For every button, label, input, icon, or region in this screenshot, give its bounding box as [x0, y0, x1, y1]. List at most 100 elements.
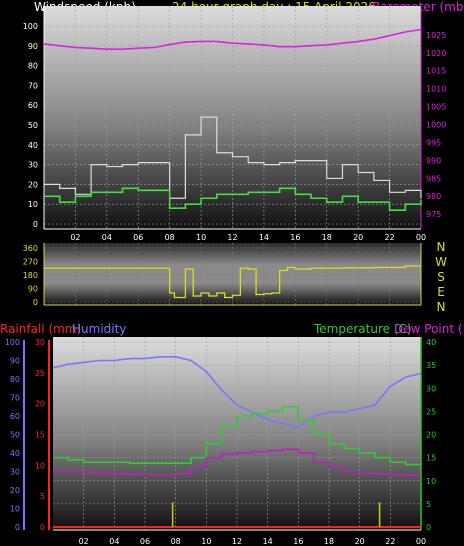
compass-label: N [437, 300, 446, 314]
compass-label: N [437, 240, 446, 254]
wind-y-tick: 100 [23, 22, 38, 31]
rainfall-y-tick: 25 [35, 369, 45, 378]
humidity-title: Humidity [72, 322, 126, 336]
humidity-y-tick: 100 [5, 338, 20, 347]
humidity-y-tick: 80 [10, 375, 20, 384]
rainfall-y-tick: 20 [35, 400, 45, 409]
dewpoint-line [53, 448, 421, 476]
rainfall-y-tick: 10 [35, 461, 45, 470]
humidity-y-tick: 60 [10, 412, 20, 421]
x-tick-label: 08 [165, 233, 175, 242]
x-tick-label: 02 [79, 537, 89, 546]
x-tick-label: 22 [384, 233, 394, 242]
direction-y-tick: 90 [28, 285, 38, 294]
wind-y-tick: 60 [28, 101, 38, 110]
x-tick-label: 00 [416, 233, 426, 242]
x-tick-label: 10 [196, 233, 206, 242]
x-tick-label: 18 [322, 233, 332, 242]
x-tick-label: 04 [109, 537, 119, 546]
rainfall-title: Rainfall (mm) [0, 322, 81, 336]
x-tick-label: 18 [324, 537, 334, 546]
wind-y-tick: 20 [28, 180, 38, 189]
x-tick-label: 16 [290, 233, 300, 242]
rainfall-y-tick: 5 [40, 492, 45, 501]
direction-panel-axes: 0 90 180 270 360 [23, 243, 422, 307]
barometer-y-tick: 995 [426, 138, 441, 147]
x-tick-label: 20 [355, 537, 365, 546]
wind-y-tick: 70 [28, 81, 38, 90]
humidity-y-tick: 50 [10, 431, 20, 440]
barometer-y-tick: 1025 [426, 31, 446, 40]
temperature-y-tick: 10 [426, 477, 436, 486]
compass-label: W [435, 255, 447, 269]
wind-y-tick: 40 [28, 141, 38, 150]
humidity-y-tick: 40 [10, 449, 20, 458]
humidity-y-tick: 10 [10, 505, 20, 514]
rainfall-y-tick: 0 [40, 523, 45, 532]
dewpoint-title: Dew Point (° [394, 322, 464, 336]
temperature-y-tick: 20 [426, 431, 436, 440]
rainfall-y-tick: 15 [35, 431, 45, 440]
x-tick-label: 14 [263, 537, 273, 546]
climate-panel-axes: 0510152025303540010203040506070809010005… [5, 337, 436, 546]
direction-y-tick: 270 [23, 258, 38, 267]
x-tick-label: 06 [133, 233, 143, 242]
temperature-y-tick: 5 [426, 500, 431, 509]
direction-y-tick: 360 [23, 244, 38, 253]
barometer-y-tick: 1005 [426, 103, 446, 112]
temperature-y-tick: 25 [426, 407, 436, 416]
x-tick-label: 12 [232, 537, 242, 546]
barometer-y-tick: 1000 [426, 121, 446, 130]
x-tick-label: 02 [70, 233, 80, 242]
barometer-y-tick: 975 [426, 210, 441, 219]
barometer-y-tick: 980 [426, 192, 441, 201]
wind-y-tick: 0 [33, 220, 38, 229]
x-tick-label: 06 [140, 537, 150, 546]
temperature-line [53, 405, 421, 466]
x-tick-label: 00 [416, 537, 426, 546]
barometer-y-tick: 1015 [426, 67, 446, 76]
wind-panel-lines [43, 28, 422, 211]
temperature-title: Temperature (C) [313, 322, 412, 336]
wind-speed-line [44, 187, 422, 211]
x-tick-label: 10 [201, 537, 211, 546]
temperature-y-tick: 15 [426, 454, 436, 463]
temperature-y-tick: 30 [426, 384, 436, 393]
humidity-y-tick: 30 [10, 468, 20, 477]
barometer-line [43, 28, 422, 50]
humidity-y-tick: 70 [10, 394, 20, 403]
barometer-y-tick: 1010 [426, 85, 446, 94]
x-tick-label: 08 [171, 537, 181, 546]
wind-gust-line [44, 116, 422, 199]
temperature-y-tick: 0 [426, 523, 431, 532]
x-tick-label: 04 [102, 233, 112, 242]
direction-y-tick: 0 [33, 298, 38, 307]
wind-y-tick: 30 [28, 161, 38, 170]
x-tick-label: 14 [259, 233, 269, 242]
wind-y-tick: 50 [28, 121, 38, 130]
wind-y-tick: 10 [28, 200, 38, 209]
x-tick-label: 12 [227, 233, 237, 242]
direction-y-tick: 180 [23, 271, 38, 280]
compass-label: E [437, 285, 445, 299]
wind-direction-line [44, 265, 421, 299]
compass-label: S [437, 270, 445, 284]
humidity-y-tick: 20 [10, 486, 20, 495]
x-tick-label: 20 [353, 233, 363, 242]
barometer-y-tick: 1020 [426, 49, 446, 58]
temperature-y-tick: 40 [426, 338, 436, 347]
wind-y-tick: 80 [28, 62, 38, 71]
temperature-y-tick: 35 [426, 361, 436, 370]
humidity-y-tick: 0 [15, 523, 20, 532]
rainfall-y-tick: 30 [35, 338, 45, 347]
climate-panel-lines [52, 356, 422, 528]
x-tick-label: 16 [293, 537, 303, 546]
direction-panel-grid [44, 243, 422, 305]
humidity-y-tick: 90 [10, 357, 20, 366]
barometer-y-tick: 990 [426, 156, 441, 165]
direction-panel-lines [44, 265, 421, 299]
humidity-line [52, 356, 422, 428]
